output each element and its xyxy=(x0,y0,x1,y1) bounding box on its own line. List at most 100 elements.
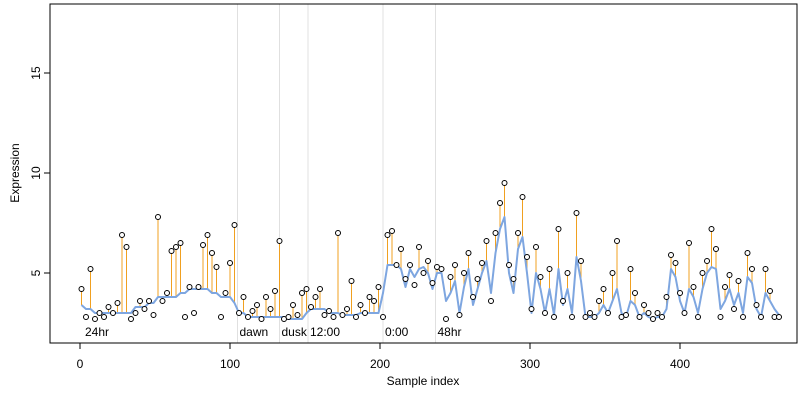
data-point xyxy=(533,244,539,250)
data-point xyxy=(213,264,220,270)
data-point xyxy=(627,266,634,272)
data-point xyxy=(398,246,404,252)
data-point xyxy=(587,310,593,316)
data-point xyxy=(407,262,413,268)
data-point xyxy=(654,310,661,316)
data-point xyxy=(249,308,256,314)
data-point xyxy=(141,306,148,312)
data-point xyxy=(402,276,409,282)
data-point xyxy=(582,314,589,320)
data-point xyxy=(578,258,584,264)
data-point xyxy=(600,286,607,292)
data-point xyxy=(326,308,332,314)
data-point xyxy=(708,226,715,232)
data-point xyxy=(555,226,562,232)
data-point xyxy=(636,314,643,320)
x-axis-label: Sample index xyxy=(387,374,460,388)
data-point xyxy=(168,248,175,254)
data-point xyxy=(389,228,395,234)
data-point xyxy=(722,284,728,290)
data-point xyxy=(528,306,535,312)
data-point xyxy=(690,284,697,290)
data-point xyxy=(614,238,620,244)
x-tick-label: 300 xyxy=(520,357,540,371)
data-point xyxy=(263,294,269,300)
data-point xyxy=(717,314,724,320)
data-point xyxy=(483,238,490,244)
data-point xyxy=(749,266,755,272)
data-point xyxy=(128,316,134,322)
data-point xyxy=(137,298,143,304)
data-point xyxy=(420,270,427,276)
data-point xyxy=(411,282,418,288)
data-point xyxy=(299,290,305,296)
data-point xyxy=(267,306,274,312)
data-point xyxy=(222,290,229,296)
y-axis-label: Expression xyxy=(8,143,22,202)
data-point xyxy=(78,286,85,292)
annotation: dusk xyxy=(282,325,308,339)
annotation: 0:00 xyxy=(385,325,409,339)
data-point xyxy=(731,306,737,312)
y-tick-label: 5 xyxy=(29,269,43,276)
data-point xyxy=(735,278,742,284)
data-point xyxy=(663,294,670,300)
data-point xyxy=(650,316,656,322)
data-point xyxy=(560,298,566,304)
data-point xyxy=(182,314,188,320)
plot-frame xyxy=(49,3,798,344)
x-tick-label: 400 xyxy=(670,357,690,371)
data-point xyxy=(753,302,760,308)
x-tick-label: 100 xyxy=(220,357,240,371)
annotation: 48hr xyxy=(438,325,462,339)
data-point xyxy=(186,284,193,290)
data-point xyxy=(461,270,467,276)
y-tick-label: 15 xyxy=(29,66,43,80)
data-point xyxy=(218,314,224,320)
data-point xyxy=(573,210,580,216)
data-point xyxy=(686,240,692,246)
data-point xyxy=(204,232,211,238)
data-point xyxy=(231,222,238,228)
data-point xyxy=(339,312,346,318)
data-point xyxy=(470,294,476,300)
data-point xyxy=(726,272,733,278)
data-point xyxy=(659,314,665,320)
data-point xyxy=(177,240,184,246)
data-point xyxy=(155,214,161,220)
data-point xyxy=(740,314,746,320)
data-point xyxy=(447,274,454,280)
data-point xyxy=(200,242,206,248)
data-point xyxy=(254,302,260,308)
data-point xyxy=(596,298,602,304)
data-point xyxy=(704,258,710,264)
data-point xyxy=(429,280,436,286)
data-point xyxy=(488,298,494,304)
data-point xyxy=(672,260,679,266)
data-point xyxy=(101,314,107,320)
data-point xyxy=(546,266,553,272)
data-point xyxy=(443,316,449,322)
data-point xyxy=(150,312,157,318)
data-point xyxy=(762,266,769,272)
data-point xyxy=(258,316,265,322)
data-point xyxy=(312,294,319,300)
data-point xyxy=(353,314,359,320)
data-point xyxy=(272,288,278,294)
data-point xyxy=(191,310,197,316)
data-point xyxy=(308,304,314,310)
data-point xyxy=(632,290,638,296)
y-tick-label: 10 xyxy=(29,166,43,180)
data-point xyxy=(123,244,130,250)
data-point xyxy=(290,302,296,308)
data-point xyxy=(195,284,202,290)
data-point xyxy=(510,276,517,282)
data-point xyxy=(623,312,629,318)
data-point xyxy=(245,314,251,320)
data-point xyxy=(668,252,674,258)
data-point xyxy=(105,304,112,310)
data-point xyxy=(303,286,310,292)
data-point xyxy=(425,258,431,264)
